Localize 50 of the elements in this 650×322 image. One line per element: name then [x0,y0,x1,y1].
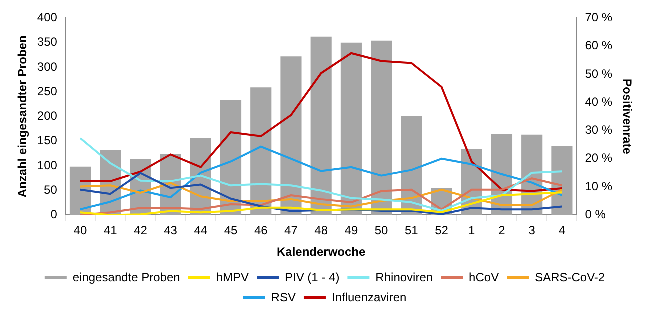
y-tick-label: 0 [50,208,58,222]
x-tick-label: 50 [374,224,389,238]
legend-label: hCoV [469,270,500,284]
bar [371,40,392,216]
legend-label: PIV (1 - 4) [285,270,340,284]
x-tick-label: 41 [104,224,118,238]
x-tick-label: 42 [134,224,148,238]
y-tick-label: 50 [44,182,58,197]
x-tick-label: 43 [164,224,178,238]
legend-label: Influenzaviren [332,290,407,304]
x-tick-label: 4 [558,224,566,238]
legend-label: RSV [271,290,296,304]
y-axis-title: Anzahl eingesandter Proben [16,36,30,198]
y2-tick-label: 40 % [585,94,613,109]
y2-tick-label: 30 % [585,123,613,138]
bar [310,36,332,216]
y-tick-label: 400 [37,10,58,25]
y2-axis-title: Positivenrate [620,79,634,155]
legend-label: SARS-CoV-2 [535,270,606,284]
x-tick-label: 51 [404,224,419,238]
y2-tick-label: 10 % [585,179,613,194]
legend-label: Rhinoviren [376,270,434,284]
y-tick-label: 350 [37,35,58,50]
x-tick-label: 45 [224,224,238,238]
x-tick-label: 46 [254,224,268,238]
y2-tick-label: 60 % [585,38,613,53]
y-tick-label: 250 [37,84,58,98]
y-tick-label: 300 [37,60,58,74]
y-tick-label: 200 [37,109,58,124]
x-tick-label: 47 [284,224,298,238]
y2-tick-label: 20 % [585,151,613,166]
y-tick-label: 100 [37,158,58,172]
x-tick-label: 49 [344,224,358,238]
bar [280,56,302,216]
y2-tick-label: 70 % [585,10,613,25]
x-tick-label: 44 [194,224,208,238]
x-tick-label: 48 [314,224,328,238]
legend-label: eingesandte Proben [72,270,180,284]
bar [340,42,362,216]
x-axis-title: Kalenderwoche [276,245,366,260]
legend-label: hMPV [216,270,250,284]
x-tick-label: 1 [468,224,476,238]
y2-tick-label: 50 % [585,66,613,81]
y2-tick-label: 0 % [585,208,606,222]
bar [552,146,573,216]
x-tick-label: 3 [528,224,536,238]
x-tick-label: 52 [435,224,449,238]
x-tick-label: 40 [74,224,88,238]
y-tick-label: 150 [37,134,58,148]
x-tick-label: 2 [498,224,506,238]
